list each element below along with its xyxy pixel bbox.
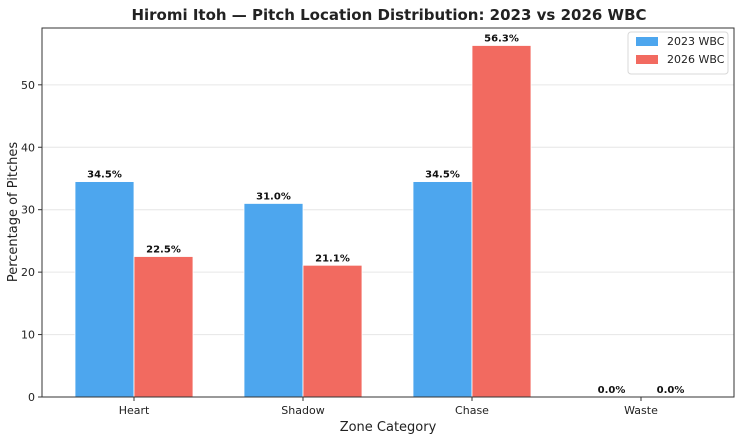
x-axis-label: Zone Category bbox=[340, 420, 437, 435]
y-tick-label: 30 bbox=[21, 204, 35, 217]
bar-value-label: 56.3% bbox=[484, 33, 519, 44]
y-tick-label: 10 bbox=[21, 329, 35, 342]
bar-value-label: 0.0% bbox=[657, 385, 685, 396]
legend-swatch-2023 bbox=[636, 37, 658, 46]
chart-title: Hiromi Itoh — Pitch Location Distributio… bbox=[131, 6, 646, 24]
y-axis-ticks: 0 10 20 30 40 50 bbox=[21, 79, 42, 404]
bar bbox=[133, 256, 194, 398]
data-labels: 34.5% 22.5% 31.0% 21.1% 34.5% 56.3% 0.0% 0.0% bbox=[87, 33, 684, 396]
bar-value-label: 22.5% bbox=[146, 245, 181, 256]
x-tick-label: Shadow bbox=[281, 404, 324, 417]
y-tick-label: 20 bbox=[21, 266, 35, 279]
bar-value-label: 34.5% bbox=[425, 170, 460, 181]
bar bbox=[471, 45, 532, 398]
y-tick-label: 0 bbox=[28, 391, 35, 404]
legend-label-2026: 2026 WBC bbox=[667, 53, 725, 66]
legend-label-2023: 2023 WBC bbox=[667, 35, 725, 48]
bar bbox=[74, 181, 135, 398]
legend-swatch-2026 bbox=[636, 55, 658, 64]
bar bbox=[243, 203, 304, 398]
legend: 2023 WBC 2026 WBC bbox=[627, 31, 729, 75]
x-tick-label: Chase bbox=[455, 404, 489, 417]
x-tick-label: Heart bbox=[119, 404, 150, 417]
bar-value-label: 34.5% bbox=[87, 170, 122, 181]
x-tick-label: Waste bbox=[624, 404, 658, 417]
bar-value-label: 21.1% bbox=[315, 253, 350, 264]
bar-value-label: 0.0% bbox=[598, 385, 626, 396]
y-tick-label: 40 bbox=[21, 141, 35, 154]
bars bbox=[74, 45, 532, 398]
x-axis-ticks: Heart Shadow Chase Waste bbox=[119, 397, 658, 417]
y-axis-label: Percentage of Pitches bbox=[6, 142, 21, 283]
plot-frame bbox=[41, 27, 735, 398]
bar bbox=[412, 181, 473, 398]
bar-value-label: 31.0% bbox=[256, 191, 291, 202]
bar bbox=[302, 264, 363, 398]
y-tick-label: 50 bbox=[21, 79, 35, 92]
